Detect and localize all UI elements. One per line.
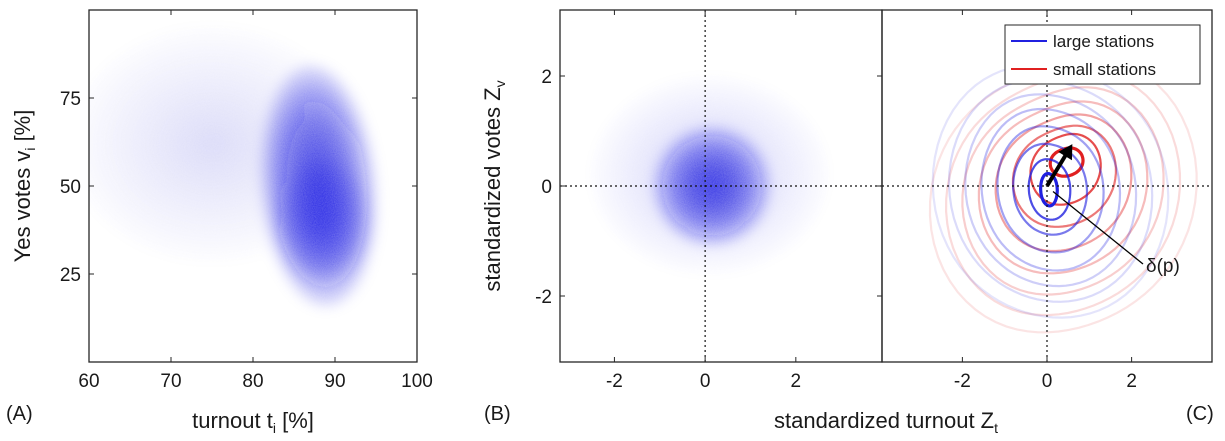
annotation-leader xyxy=(1052,190,1144,265)
x-tick-label: 100 xyxy=(401,371,433,392)
legend-label-large: large stations xyxy=(1053,32,1154,51)
y-tick-label: 50 xyxy=(60,177,81,198)
panel-label-a: (A) xyxy=(6,403,33,425)
x-axis-label-b: standardized turnout Zt xyxy=(774,408,998,436)
x-tick-label: 80 xyxy=(242,371,263,392)
ticks-c: -2 0 2 xyxy=(954,10,1137,392)
x-tick-label: -2 xyxy=(954,371,971,392)
contour-large-stations xyxy=(931,64,1170,319)
panel-label-c: (C) xyxy=(1186,403,1214,425)
legend-label-small: small stations xyxy=(1053,60,1156,79)
x-tick-label: 2 xyxy=(791,371,802,392)
y-tick-label: 25 xyxy=(60,265,81,286)
panel-c: δ(p) -2 0 2 large stations small stations … xyxy=(881,9,1214,425)
contour-large-stations xyxy=(980,107,1122,272)
contour-large-stations xyxy=(964,93,1138,288)
x-tick-label: 70 xyxy=(160,371,181,392)
crosshair-b xyxy=(560,10,882,362)
contour-small-stations xyxy=(961,86,1165,296)
y-tick-label: 0 xyxy=(541,177,552,198)
legend-box xyxy=(1004,24,1201,85)
x-tick-label: -2 xyxy=(606,371,623,392)
panel-b: -2 0 2 -2 0 2 (B) standardized turnout Zt sta… xyxy=(480,9,998,436)
x-tick-label: 60 xyxy=(78,371,99,392)
y-tick-label: 2 xyxy=(541,67,552,88)
delta-arrow-head xyxy=(1058,144,1073,161)
y-tick-label: 75 xyxy=(60,89,81,110)
ticks-b: -2 0 2 -2 0 2 xyxy=(535,10,882,392)
contour-small-stations xyxy=(994,113,1133,253)
delta-annotation: δ(p) xyxy=(1146,256,1180,277)
delta-arrow: δ(p) xyxy=(1045,144,1180,277)
panel-label-b: (B) xyxy=(484,403,511,425)
panel-a: 60 70 80 90 100 25 50 75 (A) turnout ti [%] Yes… xyxy=(6,9,433,436)
x-tick-label: 0 xyxy=(1042,371,1053,392)
ticks-a: 60 70 80 90 100 25 50 75 xyxy=(60,10,433,392)
x-tick-label: 0 xyxy=(700,371,711,392)
x-tick-label: 2 xyxy=(1126,371,1137,392)
contour-small-stations xyxy=(1029,132,1102,206)
contour-small-stations xyxy=(1048,146,1085,178)
x-tick-label: 90 xyxy=(324,371,345,392)
y-axis-label-b: standardized votes Zv xyxy=(480,80,508,291)
heatmap-a xyxy=(89,10,417,362)
x-axis-label-a: turnout ti [%] xyxy=(192,408,314,436)
contours-c xyxy=(928,58,1198,334)
y-axis-label-a: Yes votes vi [%] xyxy=(10,110,38,263)
legend: large stations small stations xyxy=(1004,24,1201,85)
contour-small-stations xyxy=(928,58,1198,334)
contour-large-stations xyxy=(1027,158,1072,221)
contour-large-stations xyxy=(1038,172,1059,208)
contour-small-stations xyxy=(977,100,1149,275)
y-tick-label: -2 xyxy=(535,287,552,308)
contour-large-stations xyxy=(947,78,1154,303)
